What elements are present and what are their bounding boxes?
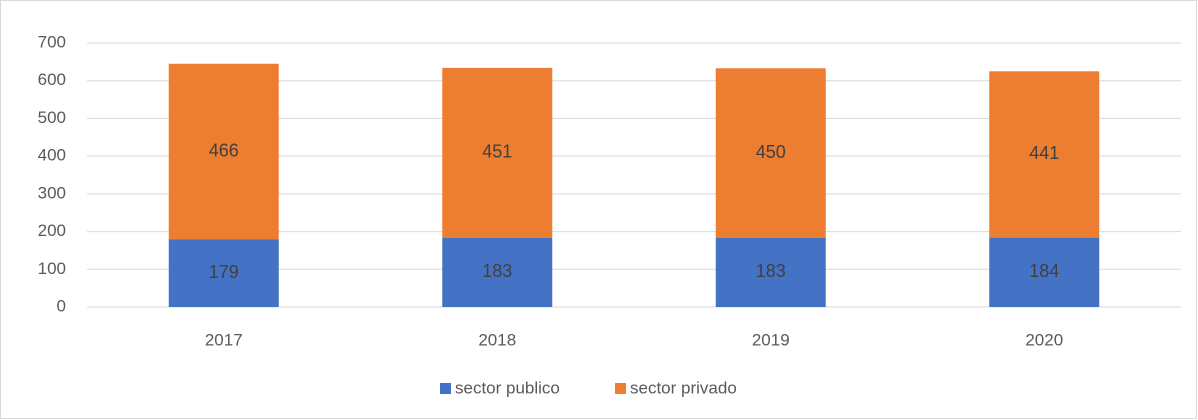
legend-swatch	[615, 383, 626, 394]
x-tick-label: 2017	[205, 330, 243, 349]
x-tick-label: 2019	[752, 330, 790, 349]
y-tick-label: 0	[57, 296, 66, 315]
y-tick-label: 600	[38, 70, 66, 89]
data-label: 183	[756, 261, 786, 281]
bar-segment	[989, 71, 1100, 238]
bar-segment	[715, 68, 826, 238]
data-label: 450	[756, 142, 786, 162]
y-tick-label: 500	[38, 108, 66, 127]
bar-segment	[442, 67, 553, 238]
x-tick-label: 2018	[478, 330, 516, 349]
data-label: 183	[482, 261, 512, 281]
y-tick-label: 700	[38, 32, 66, 51]
legend-label: sector publico	[455, 378, 560, 397]
bar-segment	[989, 237, 1100, 307]
data-label: 441	[1029, 143, 1059, 163]
x-tick-label: 2020	[1025, 330, 1063, 349]
data-label: 466	[209, 140, 239, 160]
y-tick-label: 400	[38, 146, 66, 165]
data-label: 451	[482, 142, 512, 162]
data-label: 179	[209, 262, 239, 282]
legend-swatch	[440, 383, 451, 394]
y-tick-label: 100	[38, 259, 66, 278]
bar-segment	[168, 239, 279, 307]
data-label: 184	[1029, 261, 1059, 281]
bar-segment	[715, 237, 826, 307]
y-tick-label: 300	[38, 183, 66, 202]
legend-label: sector privado	[630, 378, 737, 397]
y-tick-label: 200	[38, 221, 66, 240]
bar-segment	[442, 237, 553, 307]
bar-segment	[168, 63, 279, 240]
